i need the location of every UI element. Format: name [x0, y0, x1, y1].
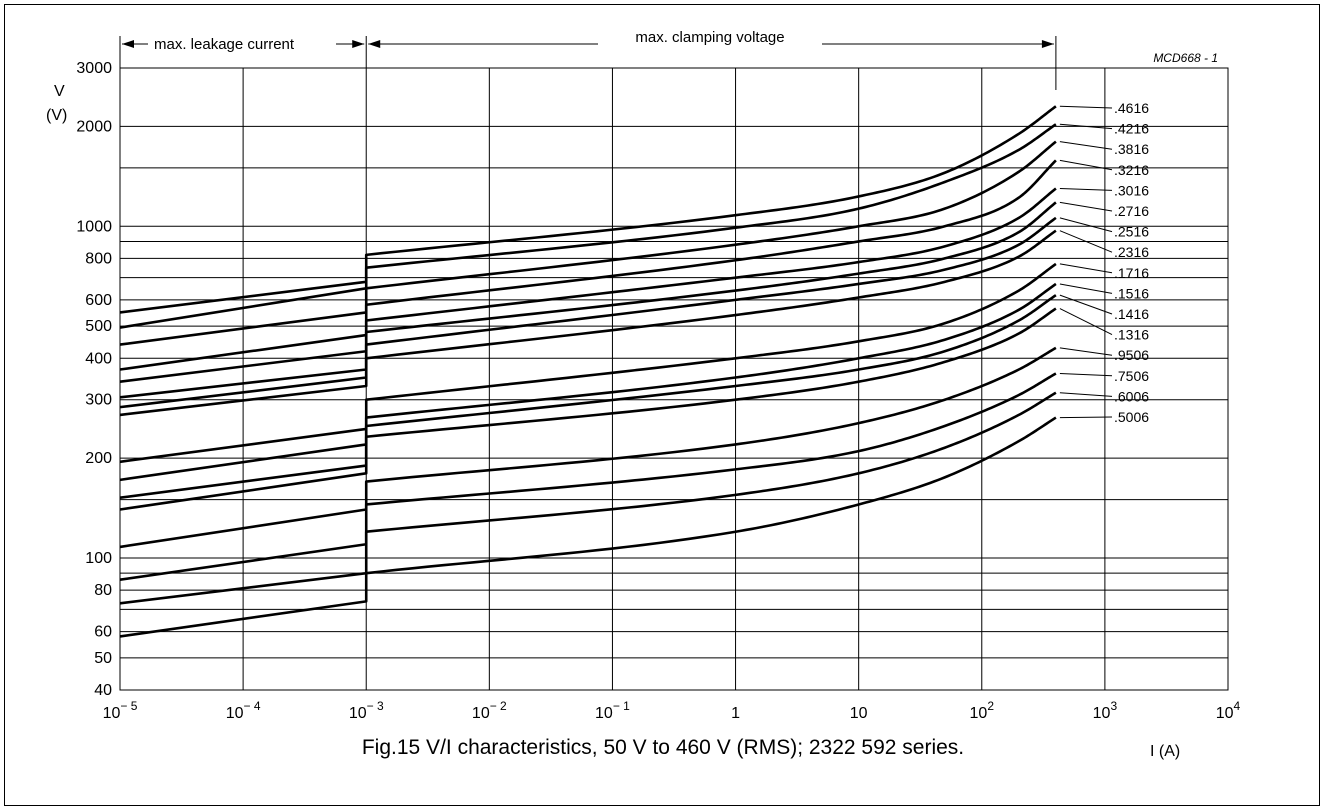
series-curve [119, 159, 1057, 371]
series-label: .1516 [1114, 285, 1149, 301]
y-tick-label: 50 [94, 650, 112, 667]
series-label-leader [1059, 294, 1113, 315]
x-tick-label: 10− 1 [595, 699, 630, 722]
series-label-leader [1059, 217, 1113, 233]
curves [119, 105, 1057, 638]
clamping-range-label: max. clamping voltage [635, 29, 784, 46]
y-tick-label: 800 [85, 250, 112, 267]
series-label-leader [1059, 263, 1113, 274]
series-label: .2716 [1114, 203, 1149, 219]
x-tick-label: 10− 5 [103, 699, 138, 722]
series-label: .4216 [1114, 121, 1149, 137]
series-label: .1716 [1114, 265, 1149, 281]
series-label-leader [1059, 392, 1113, 397]
series-labels: .4616 .4216 .3816 .3216 .3016 .2716 .2516 .2316… [1059, 100, 1149, 425]
figure-caption: Fig.15 V/I characteristics, 50 V to 460 … [361, 736, 965, 759]
series-label: .2516 [1114, 224, 1149, 240]
x-tick-label: 1 [731, 705, 740, 722]
range-annotations: max. leakage current max. clamping voltag… [119, 29, 1057, 90]
x-tick-label: 103 [1093, 699, 1118, 722]
series-curve [119, 140, 1057, 346]
y-tick-label: 60 [94, 624, 112, 641]
figure-code: MCD668 - 1 [1153, 51, 1218, 65]
series-curve [119, 105, 1057, 314]
series-curve [119, 201, 1057, 399]
series-label: .3016 [1114, 182, 1149, 198]
leakage-arrow-left [122, 40, 134, 48]
series-label-leader [1059, 230, 1113, 253]
x-tick-label: 10− 3 [349, 699, 384, 722]
y-tick-label: 400 [85, 350, 112, 367]
series-label-leader [1059, 187, 1113, 191]
series-label-leader [1059, 201, 1113, 212]
y-tick-label: 300 [85, 392, 112, 409]
series-curve [119, 346, 1057, 549]
series-label-leader [1059, 372, 1113, 377]
series-label: .3216 [1114, 162, 1149, 178]
series-curve [119, 187, 1057, 383]
series-label: .5006 [1114, 409, 1149, 425]
series-curve [119, 216, 1057, 409]
series-curve [119, 372, 1057, 582]
y-axis-label: V [54, 83, 65, 100]
series-label: .1416 [1114, 306, 1149, 322]
y-tick-label: 1000 [76, 218, 112, 235]
y-tick-label: 500 [85, 318, 112, 335]
series-label-leader [1059, 123, 1113, 130]
x-tick-label: 10− 4 [226, 699, 261, 722]
y-tick-label: 40 [94, 682, 112, 699]
x-tick-label: 10− 2 [472, 699, 507, 722]
y-tick-label: 200 [85, 450, 112, 467]
y-tick-label: 600 [85, 292, 112, 309]
series-curve [119, 294, 1057, 499]
y-axis-unit: (V) [46, 107, 67, 124]
y-tick-label: 2000 [76, 118, 112, 135]
y-tick-label: 80 [94, 582, 112, 599]
series-curve [119, 416, 1057, 638]
leakage-arrow-right [352, 40, 365, 48]
series-label: .9506 [1114, 347, 1149, 363]
series-label-leader [1059, 141, 1113, 150]
series-curve [119, 262, 1057, 464]
series-label-leader [1059, 347, 1113, 356]
clamping-arrow-left [368, 40, 381, 48]
figure-frame [4, 4, 1320, 806]
series-curve [119, 391, 1057, 605]
series-curve [119, 282, 1057, 482]
tick-labels: 40 50 60 80 100 200 300 400 500 600 800 1000 2000 300… [76, 60, 1240, 722]
x-tick-label: 104 [1216, 699, 1241, 722]
x-tick-label: 102 [970, 699, 995, 722]
x-axis-label: I (A) [1150, 743, 1180, 760]
series-label: .6006 [1114, 388, 1149, 404]
leakage-range-label: max. leakage current [154, 36, 295, 53]
series-label: .3816 [1114, 141, 1149, 157]
series-label-leader [1059, 159, 1113, 171]
clamping-arrow-right [1041, 40, 1054, 48]
x-tick-label: 10 [850, 705, 868, 722]
series-label-leader [1059, 105, 1113, 109]
series-curve [119, 123, 1057, 329]
y-tick-label: 3000 [76, 60, 112, 77]
series-label-leader [1059, 416, 1113, 419]
series-curve [119, 229, 1057, 417]
series-label: .2316 [1114, 244, 1149, 260]
y-tick-label: 100 [85, 550, 112, 567]
series-label: .1316 [1114, 327, 1149, 343]
series-label: .4616 [1114, 100, 1149, 116]
series-curve [119, 307, 1057, 511]
series-label-leader [1059, 283, 1113, 294]
series-label: .7506 [1114, 368, 1149, 384]
series-label-leader [1059, 308, 1113, 336]
